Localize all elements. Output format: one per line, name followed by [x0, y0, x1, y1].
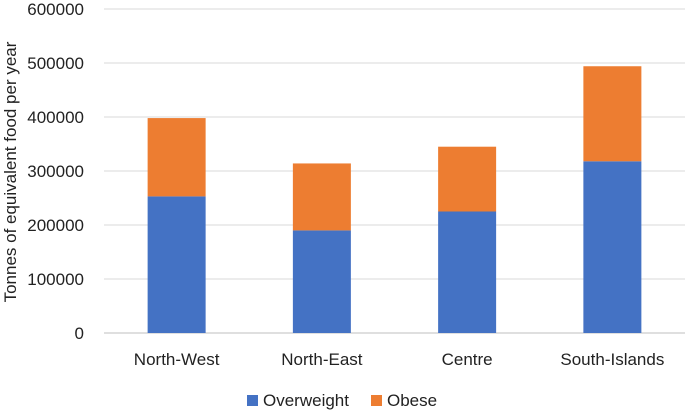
legend-swatch — [371, 395, 382, 406]
y-tick-label: 0 — [75, 324, 84, 343]
bar-obese-south-islands[interactable] — [583, 66, 642, 162]
y-tick-label: 300000 — [27, 162, 84, 181]
bar-overweight-centre[interactable] — [438, 211, 497, 334]
legend[interactable]: Overweight Obese — [247, 391, 437, 410]
bar-obese-north-west[interactable] — [147, 118, 206, 197]
y-axis-ticks: 0 100000 200000 300000 400000 500000 600000 — [27, 0, 84, 343]
y-tick-label: 500000 — [27, 54, 84, 73]
bars — [147, 66, 642, 334]
y-tick-label: 100000 — [27, 270, 84, 289]
x-tick-label: North-West — [134, 350, 220, 369]
bar-obese-north-east[interactable] — [292, 163, 351, 231]
y-tick-label: 600000 — [27, 0, 84, 19]
legend-label: Obese — [387, 391, 437, 410]
legend-label: Overweight — [263, 391, 349, 410]
legend-swatch — [247, 395, 258, 406]
bar-overweight-south-islands[interactable] — [583, 161, 642, 333]
x-tick-label: Centre — [442, 350, 493, 369]
x-tick-label: South-Islands — [560, 350, 664, 369]
bar-obese-centre[interactable] — [438, 146, 497, 212]
bar-overweight-north-east[interactable] — [292, 230, 351, 333]
y-tick-label: 200000 — [27, 216, 84, 235]
bar-overweight-north-west[interactable] — [147, 196, 206, 333]
x-axis-ticks: North-West North-East Centre South-Islands — [134, 350, 665, 369]
legend-item-obese[interactable]: Obese — [371, 391, 437, 410]
y-tick-label: 400000 — [27, 108, 84, 127]
legend-item-overweight[interactable]: Overweight — [247, 391, 349, 410]
x-tick-label: North-East — [281, 350, 363, 369]
y-axis-title: Tonnes of equivalent food per year — [1, 41, 20, 302]
